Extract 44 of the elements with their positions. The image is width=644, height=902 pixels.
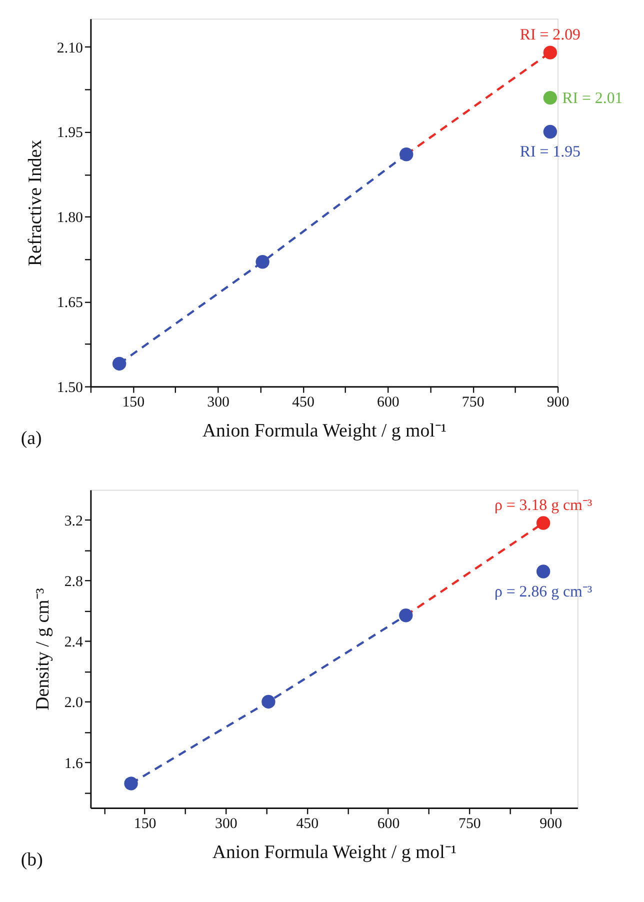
x-tick-label: 450 xyxy=(296,816,319,832)
point xyxy=(543,46,558,60)
x-tick-label: 900 xyxy=(546,394,570,411)
text: 1.65 xyxy=(56,294,83,311)
y-axis-title: Refractive Index xyxy=(24,139,46,266)
point xyxy=(112,356,126,371)
x-tick-label: 900 xyxy=(540,816,562,832)
point xyxy=(400,148,414,162)
point xyxy=(543,124,558,139)
x-tick-label: 300 xyxy=(215,816,238,832)
text: 1.95 xyxy=(56,125,83,142)
x-tick-label: 600 xyxy=(377,394,400,411)
y-tick-label: 1.6 xyxy=(64,756,83,772)
text: (b) xyxy=(20,849,43,870)
point xyxy=(256,255,270,269)
x-tick-label: 600 xyxy=(377,816,400,832)
x-tick-label: 750 xyxy=(458,816,481,832)
point xyxy=(124,776,138,790)
y-axis-title: Density / g cm⁻³ xyxy=(32,588,54,710)
x-tick-label: 450 xyxy=(292,394,314,411)
y-tick-label: 2.4 xyxy=(64,634,84,651)
point xyxy=(399,608,413,622)
point xyxy=(536,516,550,530)
data-label: RI = 2.09 xyxy=(520,26,581,44)
data-label: RI = 2.01 xyxy=(562,90,623,107)
x-tick-label: 150 xyxy=(134,816,156,832)
data-label: RI = 1.95 xyxy=(520,144,581,161)
text: 1.50 xyxy=(56,380,83,396)
data-label: ρ = 2.86 g cm⁻³ xyxy=(494,583,592,600)
data-label: ρ = 3.18 g cm⁻³ xyxy=(494,497,592,514)
point xyxy=(262,694,276,709)
x-tick-label: 150 xyxy=(122,394,145,411)
point xyxy=(543,90,558,105)
point xyxy=(536,564,550,578)
x-tick-label: 750 xyxy=(462,394,484,411)
y-tick-label: 2.8 xyxy=(64,574,83,590)
text: 1.80 xyxy=(56,210,83,226)
x-axis-title: Anion Formula Weight / g mol⁻¹ xyxy=(212,842,456,863)
text: 2.0 xyxy=(64,695,83,712)
x-tick-label: 300 xyxy=(207,394,230,411)
y-tick-label: 3.2 xyxy=(64,513,83,530)
text: (a) xyxy=(20,428,42,449)
x-axis-title: Anion Formula Weight / g mol⁻¹ xyxy=(202,420,447,442)
text: 2.10 xyxy=(56,40,83,56)
